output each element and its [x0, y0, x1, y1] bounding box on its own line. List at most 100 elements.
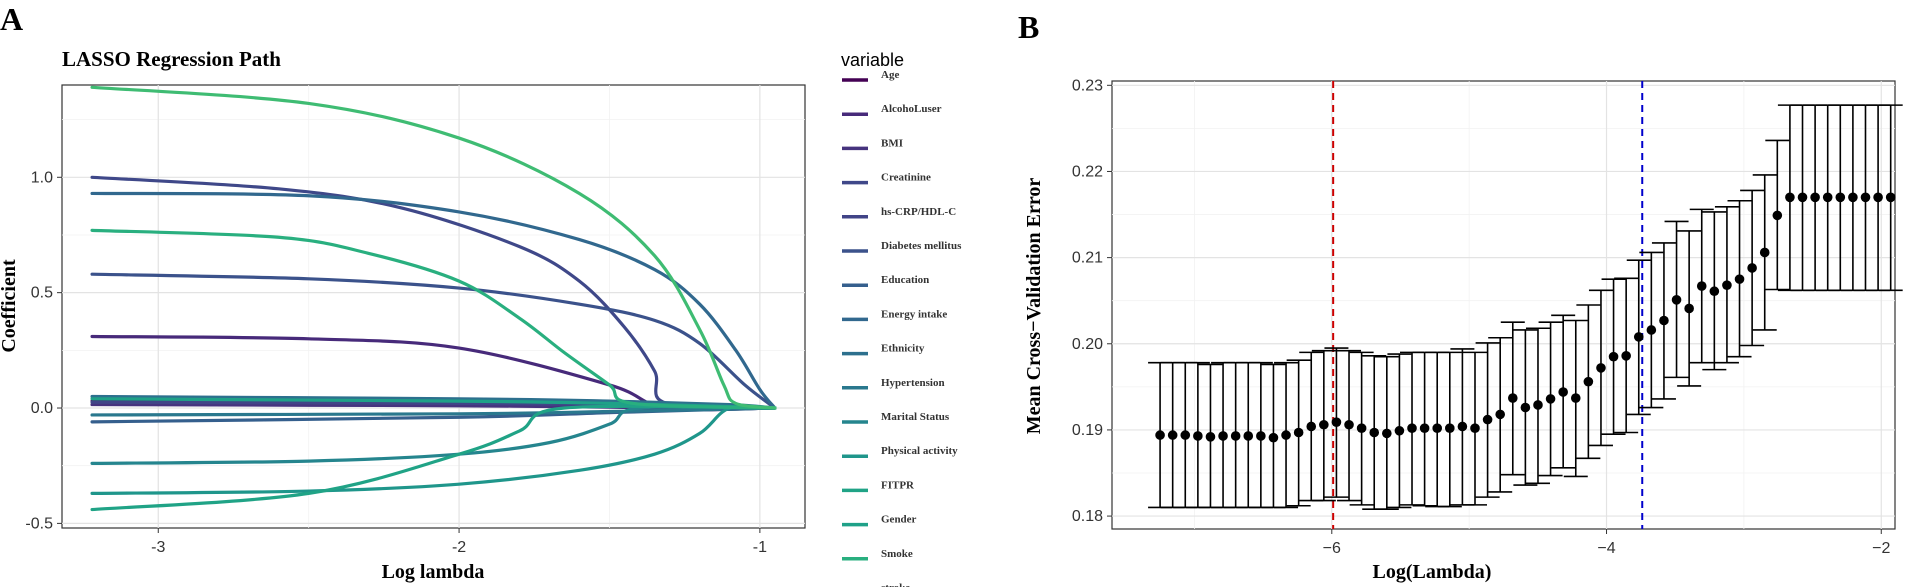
mean-point	[1583, 376, 1594, 387]
panel-label-b: B	[1018, 9, 1039, 45]
y-tick-label: 0.0	[31, 400, 53, 417]
mean-point	[1734, 274, 1745, 284]
error-bar	[1513, 329, 1538, 486]
chart-a-y-ticks: -0.5 0.0 0.5 1.0	[25, 169, 62, 532]
error-bar	[1488, 336, 1513, 493]
chart-b-error-bars	[1148, 104, 1903, 510]
legend-label: Creatinine	[881, 172, 931, 184]
error-bar	[1878, 104, 1903, 292]
mean-point	[1394, 425, 1405, 436]
error-bar	[1324, 347, 1349, 498]
mean-point	[1633, 332, 1644, 342]
error-bar	[1248, 361, 1273, 509]
legend-label: Energy intake	[881, 308, 947, 320]
mean-point	[1281, 430, 1291, 440]
chart-b-y-ticks: 0.18 0.19 0.20 0.21 0.22 0.23	[1072, 77, 1112, 525]
x-tick-label: -2	[452, 539, 466, 556]
error-bar	[1752, 174, 1777, 331]
chart-a-title: LASSO Regression Path	[62, 47, 281, 71]
error-bar	[1185, 361, 1210, 509]
error-bar	[1614, 277, 1639, 434]
error-bar	[1740, 189, 1765, 347]
mean-point	[1344, 419, 1354, 430]
error-bar	[1337, 349, 1362, 502]
mean-point	[1558, 387, 1568, 397]
error-bar	[1563, 319, 1588, 478]
chart-a-series	[90, 85, 777, 512]
mean-point	[1507, 393, 1518, 403]
error-bar	[1828, 104, 1853, 292]
legend-label: stroke	[881, 582, 910, 587]
mean-point	[1835, 192, 1846, 203]
chart-b-grid	[1112, 81, 1895, 529]
mean-point	[1659, 315, 1669, 326]
mean-point	[1570, 393, 1581, 403]
error-bar	[1551, 314, 1576, 469]
mean-point	[1382, 428, 1392, 439]
cv-error-chart: −6 −4 −2 0.18 0.19 0.20 0.21 0.22 0.23 Log(Lamb…	[1023, 77, 1903, 583]
mean-point	[1772, 210, 1783, 221]
series-line-ethnicity	[90, 394, 777, 410]
series-line-creatinine	[90, 175, 777, 410]
mean-point	[1369, 427, 1380, 438]
error-bar	[1677, 230, 1702, 387]
mean-point	[1873, 192, 1883, 203]
chart-b-x-axis-label: Log(Lambda)	[1373, 561, 1492, 583]
error-bar	[1475, 342, 1500, 498]
error-bar	[1689, 208, 1714, 364]
chart-a-legend: Age AlcohoLuser BMI Creatinine hs-CRP/HDL-C D…	[842, 69, 962, 587]
error-bar	[1727, 199, 1752, 358]
mean-point	[1180, 430, 1191, 440]
mean-point	[1722, 280, 1732, 290]
mean-point	[1860, 192, 1871, 203]
error-bar	[1286, 359, 1311, 507]
error-bar	[1462, 351, 1487, 506]
mean-point	[1356, 423, 1367, 434]
error-bar	[1601, 278, 1626, 436]
error-bar	[1714, 205, 1739, 364]
mean-point	[1230, 431, 1241, 441]
error-bar	[1588, 289, 1613, 447]
x-tick-label: -3	[151, 539, 165, 556]
mean-point	[1596, 363, 1606, 373]
series-line-stroke	[90, 85, 777, 410]
mean-point	[1759, 247, 1770, 258]
mean-point	[1155, 430, 1165, 440]
mean-point	[1608, 351, 1619, 362]
mean-point	[1747, 263, 1757, 273]
y-tick-label: 1.0	[31, 169, 53, 186]
chart-b-lambda-lines	[1332, 81, 1644, 529]
legend-label: Hypertension	[881, 377, 945, 389]
chart-a-x-axis-label: Log lambda	[382, 561, 485, 583]
mean-point	[1848, 192, 1858, 203]
mean-point	[1419, 423, 1430, 434]
mean-point	[1785, 192, 1795, 203]
error-bar	[1349, 351, 1374, 506]
mean-point	[1646, 325, 1657, 335]
x-tick-label: −4	[1597, 540, 1615, 557]
mean-point	[1407, 423, 1417, 434]
error-bar	[1664, 220, 1689, 379]
error-bar	[1437, 351, 1462, 508]
legend-label: AlcohoLuser	[881, 103, 942, 115]
mean-point	[1432, 423, 1443, 434]
mean-point	[1193, 431, 1203, 441]
error-bar	[1639, 251, 1664, 409]
series-line-energy-intake	[90, 191, 777, 410]
mean-point	[1533, 400, 1543, 410]
mean-point	[1319, 419, 1329, 430]
panel-label-a: A	[0, 1, 23, 37]
chart-a-y-axis-label: Coefficient	[0, 259, 20, 353]
mean-point	[1671, 295, 1682, 305]
mean-point	[1482, 414, 1493, 425]
y-tick-label: 0.19	[1072, 422, 1103, 439]
mean-point	[1243, 431, 1254, 441]
y-tick-label: 0.20	[1072, 336, 1103, 353]
error-bar	[1387, 353, 1412, 509]
mean-point	[1621, 351, 1631, 361]
mean-point	[1684, 303, 1694, 314]
x-tick-label: −6	[1323, 540, 1341, 557]
series-line-fitpr	[90, 404, 777, 512]
legend-label: Gender	[881, 514, 917, 526]
